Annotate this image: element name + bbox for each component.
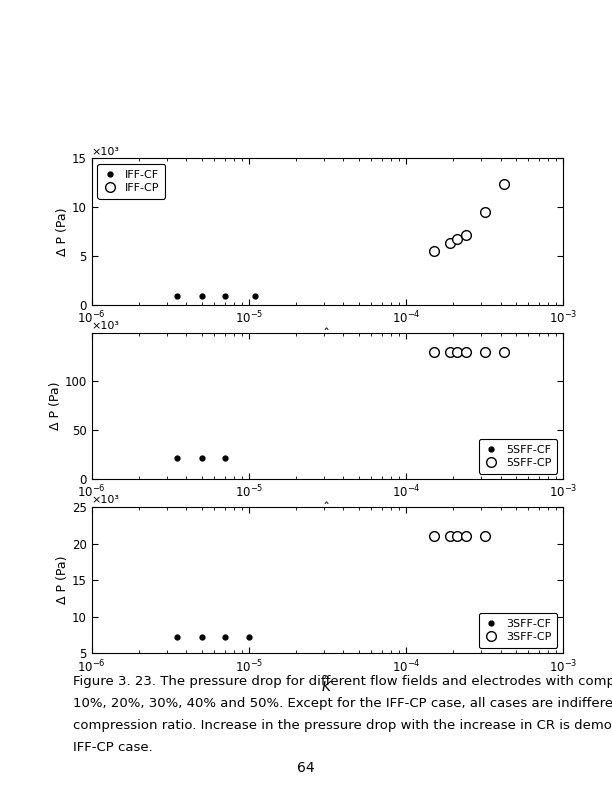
3SFF-CP (462, 531, 469, 541)
IFF-CP (453, 234, 460, 244)
5SFF-CP (453, 348, 460, 357)
Y-axis label: Δ P (Pa): Δ P (Pa) (56, 208, 69, 256)
3SFF-CF (245, 633, 253, 642)
Text: 64: 64 (297, 761, 315, 775)
3SFF-CP (482, 531, 489, 541)
IFF-CP (482, 208, 489, 217)
IFF-CP (500, 179, 507, 188)
X-axis label: $\hat{K}$: $\hat{K}$ (321, 328, 334, 347)
5SFF-CP (500, 348, 507, 357)
IFF-CP (430, 246, 438, 256)
5SFF-CF (221, 453, 228, 463)
Text: compression ratio. Increase in the pressure drop with the increase in CR is demo: compression ratio. Increase in the press… (73, 719, 612, 732)
Line: 3SFF-CF: 3SFF-CF (173, 633, 254, 642)
3SFF-CP (446, 531, 453, 541)
IFF-CF (198, 291, 205, 301)
Y-axis label: Δ P (Pa): Δ P (Pa) (49, 382, 62, 430)
3SFF-CF (198, 633, 205, 642)
Legend: 5SFF-CF, 5SFF-CP: 5SFF-CF, 5SFF-CP (479, 439, 558, 474)
Text: ×10³: ×10³ (92, 147, 120, 157)
IFF-CP (462, 230, 469, 239)
Line: 5SFF-CF: 5SFF-CF (173, 453, 230, 463)
Legend: IFF-CF, IFF-CP: IFF-CF, IFF-CP (97, 164, 165, 199)
X-axis label: $\hat{K}$: $\hat{K}$ (321, 502, 334, 521)
5SFF-CP (446, 348, 453, 357)
Text: Figure 3. 23. The pressure drop for different flow fields and electrodes with co: Figure 3. 23. The pressure drop for diff… (73, 675, 612, 687)
Text: ×10³: ×10³ (92, 322, 120, 331)
Text: IFF-CP case.: IFF-CP case. (73, 741, 153, 754)
3SFF-CF (221, 633, 228, 642)
5SFF-CP (462, 348, 469, 357)
IFF-CF (221, 291, 228, 301)
IFF-CP (446, 238, 453, 248)
3SFF-CF (174, 633, 181, 642)
3SFF-CP (453, 531, 460, 541)
5SFF-CF (174, 453, 181, 463)
IFF-CF (252, 291, 259, 301)
Line: 3SFF-CP: 3SFF-CP (429, 531, 490, 541)
Text: ×10³: ×10³ (92, 496, 120, 505)
3SFF-CP (430, 531, 438, 541)
Line: IFF-CF: IFF-CF (173, 291, 260, 301)
5SFF-CP (482, 348, 489, 357)
IFF-CF (174, 291, 181, 301)
Legend: 3SFF-CF, 3SFF-CP: 3SFF-CF, 3SFF-CP (479, 613, 558, 648)
X-axis label: $\hat{K}$: $\hat{K}$ (321, 676, 334, 695)
Line: IFF-CP: IFF-CP (429, 179, 509, 256)
5SFF-CF (198, 453, 205, 463)
Text: 10%, 20%, 30%, 40% and 50%. Except for the IFF-CP case, all cases are indifferen: 10%, 20%, 30%, 40% and 50%. Except for t… (73, 697, 612, 710)
Line: 5SFF-CP: 5SFF-CP (429, 348, 509, 357)
Y-axis label: Δ P (Pa): Δ P (Pa) (56, 556, 69, 604)
5SFF-CP (430, 348, 438, 357)
